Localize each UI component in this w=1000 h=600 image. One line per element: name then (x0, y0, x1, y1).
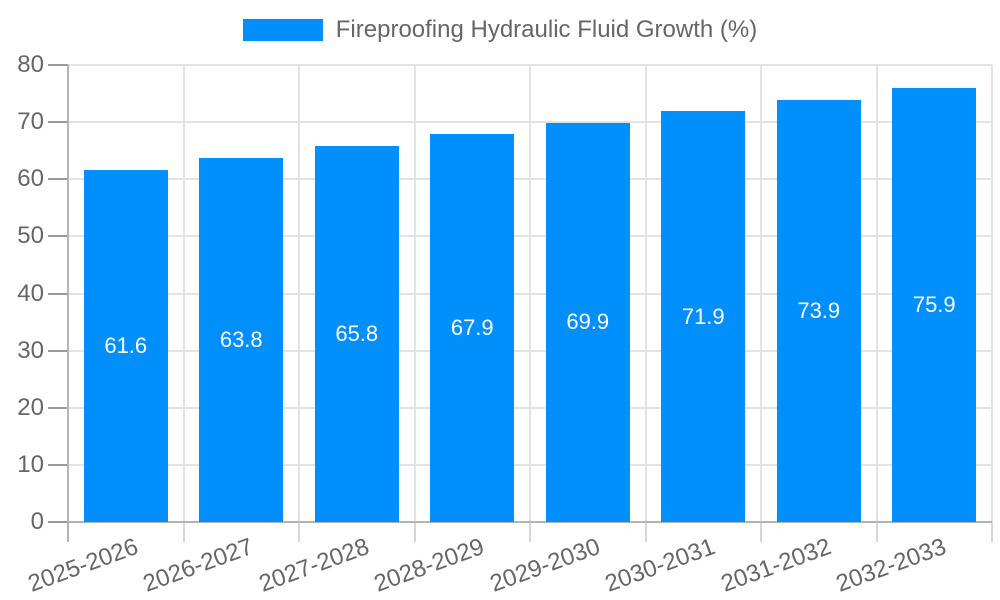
gridline-vertical (760, 65, 762, 522)
x-axis-label: 2029-2030 (486, 533, 604, 598)
x-axis-tick (183, 522, 185, 542)
x-axis-label: 2028-2029 (371, 533, 489, 598)
y-axis-label: 0 (30, 508, 44, 535)
y-axis-line (67, 65, 69, 542)
bar[interactable]: 67.9 (430, 134, 515, 522)
gridline-vertical (876, 65, 878, 522)
y-axis-label: 30 (17, 337, 44, 364)
y-axis-tick (48, 407, 68, 409)
x-axis-label: 2031-2032 (717, 533, 835, 598)
y-axis-label: 20 (17, 394, 44, 421)
x-axis-tick (414, 522, 416, 542)
bar-value-label: 65.8 (335, 321, 379, 347)
bar-value-label: 63.8 (219, 326, 263, 352)
x-axis-tick (645, 522, 647, 542)
bar-value-label: 71.9 (681, 303, 725, 329)
x-axis-label: 2032-2033 (833, 533, 951, 598)
bar[interactable]: 71.9 (661, 111, 746, 522)
y-axis-tick (48, 350, 68, 352)
y-axis-label: 80 (17, 51, 44, 78)
gridline-vertical (991, 65, 993, 522)
gridline-vertical (183, 65, 185, 522)
x-axis-label: 2026-2027 (140, 533, 258, 598)
y-axis-tick (48, 64, 68, 66)
y-axis-tick (48, 178, 68, 180)
bar-value-label: 75.9 (912, 292, 956, 318)
y-axis-tick (48, 121, 68, 123)
x-axis-tick (298, 522, 300, 542)
bar[interactable]: 73.9 (776, 99, 861, 522)
bar-value-label: 69.9 (566, 309, 610, 335)
y-axis-tick (48, 464, 68, 466)
legend-swatch (242, 19, 323, 41)
y-axis-tick (48, 235, 68, 237)
bar[interactable]: 75.9 (892, 88, 977, 522)
x-axis-tick (876, 522, 878, 542)
y-axis-label: 50 (17, 222, 44, 249)
bar[interactable]: 69.9 (545, 122, 630, 522)
x-axis-tick (991, 522, 993, 542)
gridline-vertical (414, 65, 416, 522)
y-axis-tick (48, 521, 68, 523)
x-axis-label: 2027-2028 (255, 533, 373, 598)
bar-value-label: 61.6 (104, 333, 148, 359)
legend-item[interactable]: Fireproofing Hydraulic Fluid Growth (%) (0, 16, 1000, 44)
y-axis-label: 70 (17, 108, 44, 135)
bar-value-label: 73.9 (797, 297, 841, 323)
x-axis-label: 2025-2026 (24, 533, 142, 598)
x-axis-label: 2030-2031 (602, 533, 720, 598)
y-axis-tick (48, 293, 68, 295)
gridline-vertical (298, 65, 300, 522)
gridline-vertical (645, 65, 647, 522)
x-axis-line (68, 521, 992, 523)
bar[interactable]: 65.8 (314, 146, 399, 522)
bar[interactable]: 61.6 (83, 170, 168, 522)
gridline-vertical (529, 65, 531, 522)
legend-label: Fireproofing Hydraulic Fluid Growth (%) (335, 16, 758, 43)
y-axis-label: 40 (17, 280, 44, 307)
bar[interactable]: 63.8 (199, 157, 284, 522)
x-axis-tick (529, 522, 531, 542)
x-axis-tick (760, 522, 762, 542)
bar-value-label: 67.9 (450, 315, 494, 341)
y-axis-label: 10 (17, 451, 44, 478)
y-axis-label: 60 (17, 165, 44, 192)
